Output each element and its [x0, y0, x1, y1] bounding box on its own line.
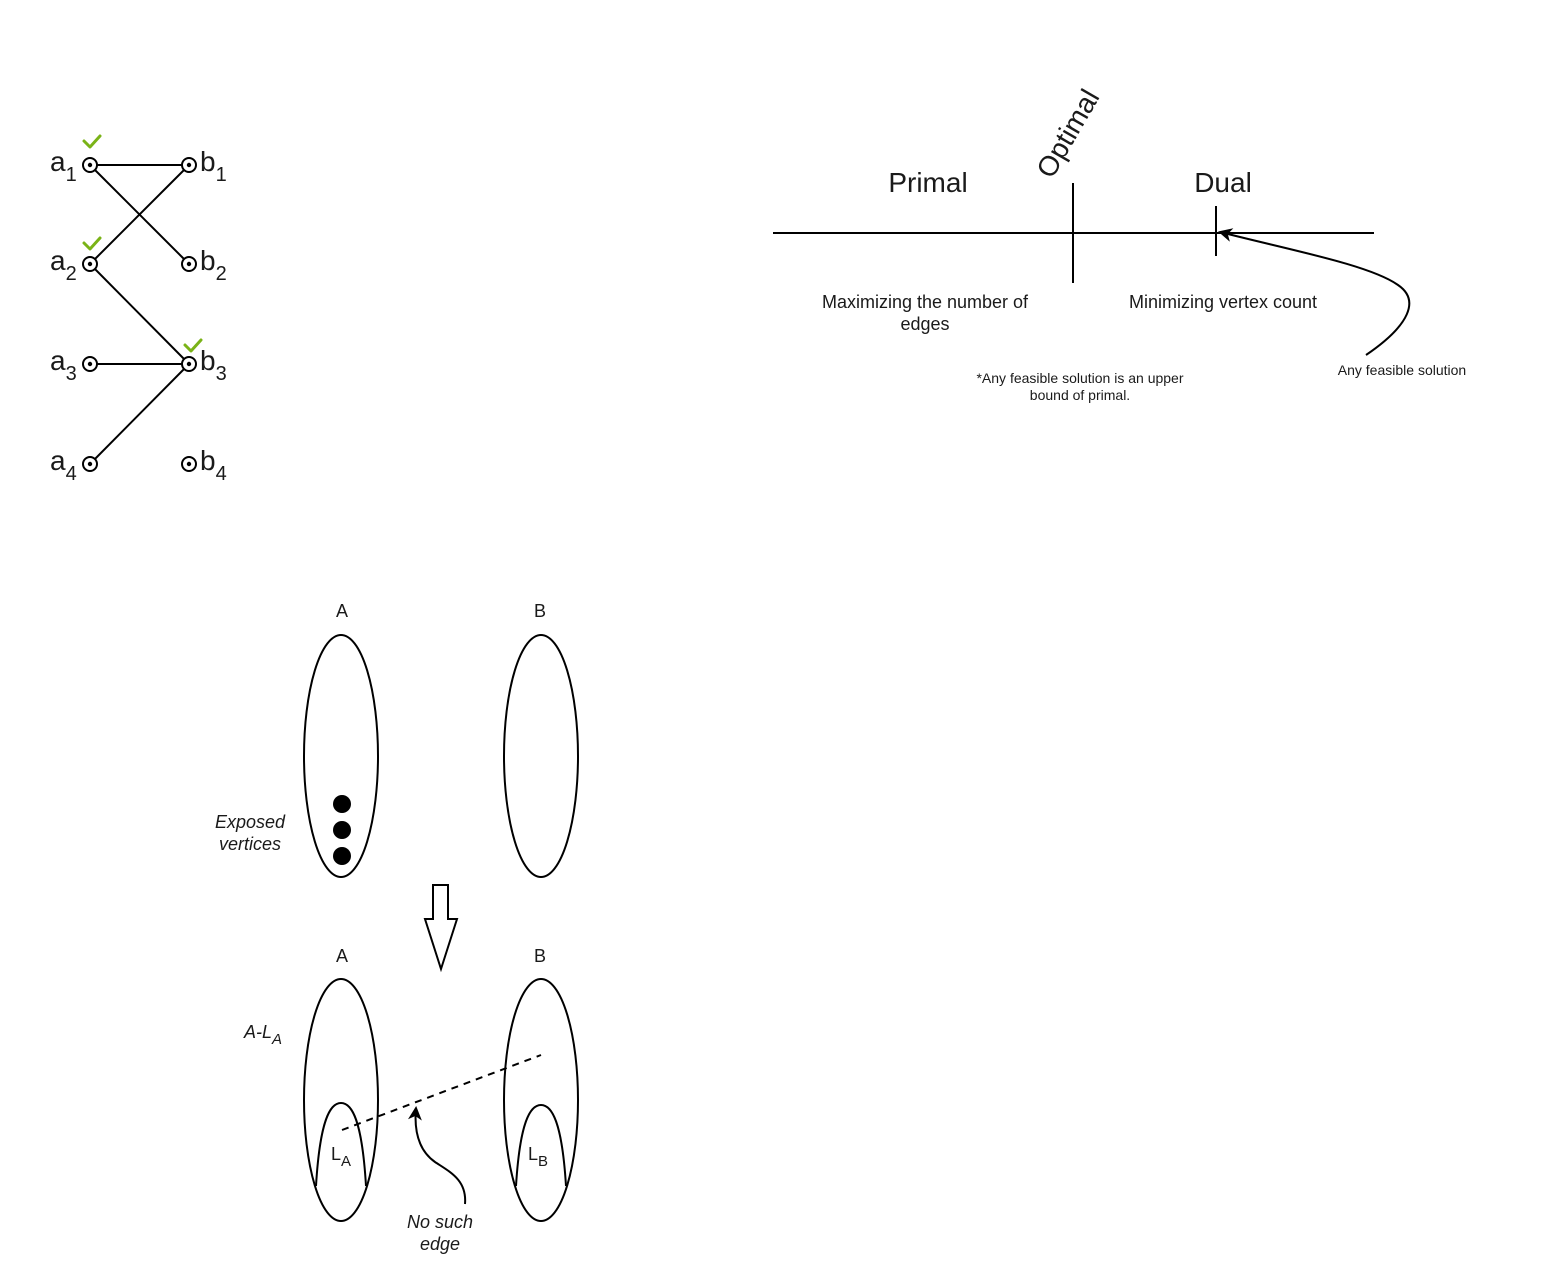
vertex-a3-label: a3 — [50, 345, 77, 385]
dual-label: Dual — [1194, 167, 1252, 198]
edge-a2-b3 — [89, 263, 190, 365]
edge-a2-b1 — [89, 164, 190, 265]
exposed-label-line2: vertices — [219, 834, 281, 854]
checkmark-icon — [82, 236, 102, 251]
vertex-b1: b1 — [181, 146, 227, 186]
subset-la-shape — [315, 1101, 367, 1187]
vertex-a2: a2 — [50, 236, 102, 285]
sets-top: A B Exposed vertices — [215, 601, 579, 878]
feasible-label: Any feasible solution — [1338, 362, 1466, 378]
vertex-b3-label: b3 — [200, 345, 227, 385]
checkmark-icon — [82, 134, 102, 149]
set-b-label: B — [534, 601, 546, 621]
set-b-ellipse — [503, 978, 579, 1222]
primal-caption-line2: edges — [900, 314, 949, 334]
primal-dual-line: Primal Dual Optimal Maximizing the numbe… — [773, 84, 1466, 403]
vertex-a2-label: a2 — [50, 245, 77, 285]
vertex-b4-label: b4 — [200, 445, 227, 485]
edge-a4-b3 — [89, 363, 190, 465]
no-edge-label-line1: No such — [407, 1212, 473, 1232]
dual-caption: Minimizing vertex count — [1129, 292, 1317, 312]
exposed-label-line1: Exposed — [215, 812, 286, 832]
set-b-label: B — [534, 946, 546, 966]
primal-label: Primal — [888, 167, 967, 198]
vertex-b2-label: b2 — [200, 245, 227, 285]
vertex-b4: b4 — [181, 445, 227, 485]
set-a-label: A — [336, 946, 348, 966]
checkmark-icon — [183, 338, 203, 353]
primal-caption-line1: Maximizing the number of — [822, 292, 1029, 312]
vertex-a4-label: a4 — [50, 445, 77, 485]
feasible-arrow — [1218, 228, 1411, 356]
exposed-vertex-dot — [333, 795, 351, 813]
set-a-label: A — [336, 601, 348, 621]
no-edge-label-line2: edge — [420, 1234, 460, 1254]
vertex-b2: b2 — [181, 245, 227, 285]
non-edge-dashed-line — [341, 1054, 542, 1131]
a-minus-la-label: A-LA — [243, 1022, 282, 1048]
no-edge-arrow — [407, 1106, 467, 1205]
exposed-vertex-dot — [333, 821, 351, 839]
vertex-a1: a1 — [50, 134, 102, 186]
optimal-label: Optimal — [1030, 84, 1105, 183]
bipartite-graph: a1 a2 a3 a4 b1 b2 — [50, 134, 227, 485]
exposed-vertex-dot — [333, 847, 351, 865]
sets-bottom: A B LA LB A-LA No such edge — [243, 946, 579, 1254]
vertex-a4: a4 — [50, 445, 98, 485]
footnote-line2: bound of primal. — [1030, 387, 1130, 403]
subset-lb-label: LB — [528, 1144, 548, 1170]
vertex-a1-label: a1 — [50, 146, 77, 186]
set-a-ellipse — [303, 634, 379, 878]
vertex-a3: a3 — [50, 345, 98, 385]
set-a-ellipse — [303, 978, 379, 1222]
graph-edges — [89, 164, 190, 465]
subset-lb-shape — [515, 1103, 567, 1187]
down-arrow-icon — [423, 884, 459, 973]
vertex-b3: b3 — [181, 338, 227, 385]
vertex-b1-label: b1 — [200, 146, 227, 186]
subset-la-label: LA — [331, 1144, 351, 1170]
footnote-line1: *Any feasible solution is an upper — [976, 370, 1183, 386]
set-b-ellipse — [503, 634, 579, 878]
